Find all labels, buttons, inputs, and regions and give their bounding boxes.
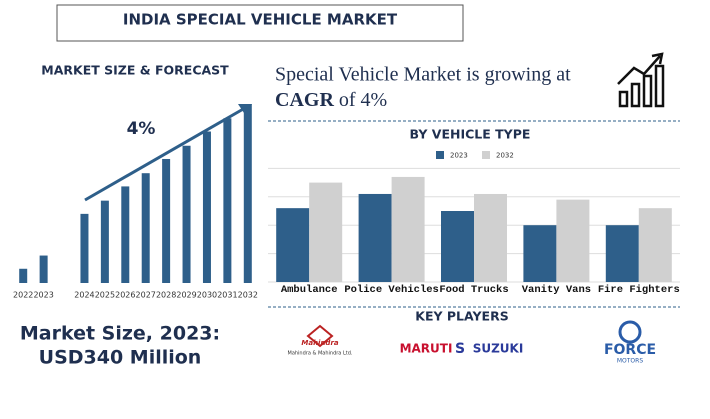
player-name: FORCE <box>604 342 656 358</box>
market-size-value: USD340 Million <box>39 347 202 369</box>
x-tick-label: Ambulance <box>281 284 338 296</box>
left-chart-title: MARKET SIZE & FORECAST <box>41 63 229 78</box>
cagr-suffix: of 4% <box>339 89 387 111</box>
bar <box>474 193 507 282</box>
bar <box>223 118 232 283</box>
x-tick-label: 2025 <box>95 291 115 300</box>
bar <box>100 200 109 283</box>
page-title: INDIA SPECIAL VEHICLE MARKET <box>123 11 398 29</box>
bar <box>121 186 130 283</box>
x-tick-label: 2031 <box>217 291 237 300</box>
bar <box>391 176 425 282</box>
legend-label: 2032 <box>496 152 514 160</box>
x-tick-label: 2032 <box>238 291 258 300</box>
x-tick-label: 2024 <box>74 291 94 300</box>
cagr-line: CAGR of 4% <box>275 89 387 111</box>
player-sub: Mahindra & Mahindra Ltd. <box>288 351 353 357</box>
bar <box>605 225 639 282</box>
player-name: Mahindra <box>301 339 339 347</box>
bar <box>358 193 392 282</box>
x-tick-label: 2022 <box>13 291 33 300</box>
logo-icon <box>618 320 642 344</box>
x-tick-label: Police Vehicles <box>344 284 439 296</box>
growth-icon <box>617 52 665 108</box>
trend-arrow <box>84 106 246 202</box>
cagr-annotation: 4% <box>127 119 156 139</box>
bar <box>638 208 672 282</box>
logo-icon: S <box>455 341 465 357</box>
bar <box>80 213 89 283</box>
bar <box>276 208 310 282</box>
bar <box>182 145 191 283</box>
key-players-title: KEY PLAYERS <box>415 309 508 324</box>
player-name: MARUTI <box>400 342 453 356</box>
bar <box>39 255 48 283</box>
bar <box>243 104 252 283</box>
bar <box>202 131 211 283</box>
bar <box>141 173 150 283</box>
bar <box>309 182 343 282</box>
title-box <box>56 4 464 42</box>
x-tick-label: 2030 <box>197 291 217 300</box>
bar <box>19 268 28 283</box>
bar <box>162 158 171 283</box>
player-sub: MOTORS <box>617 358 643 365</box>
x-tick-label: 2023 <box>33 291 53 300</box>
legend-swatch <box>482 151 490 159</box>
x-tick-label: 2027 <box>136 291 156 300</box>
bar <box>523 225 557 282</box>
legend-swatch <box>436 151 444 159</box>
cagr-prefix: Special Vehicle Market is growing at <box>275 64 571 86</box>
x-tick-label: Food Trucks <box>439 284 508 296</box>
x-tick-label: 2028 <box>156 291 176 300</box>
right-chart-title: BY VEHICLE TYPE <box>410 127 531 142</box>
x-tick-label: Fire Fighters <box>598 284 680 296</box>
player-sub: SUZUKI <box>473 342 524 356</box>
bar <box>441 211 474 282</box>
cagr-label: CAGR <box>275 89 334 111</box>
market-size-label: Market Size, 2023: <box>20 323 220 345</box>
legend-label: 2023 <box>450 152 468 160</box>
x-tick-label: 2029 <box>176 291 196 300</box>
x-tick-label: 2026 <box>115 291 135 300</box>
x-tick-label: Vanity Vans <box>522 284 591 296</box>
logo-icon <box>306 324 334 348</box>
bar <box>556 199 590 282</box>
